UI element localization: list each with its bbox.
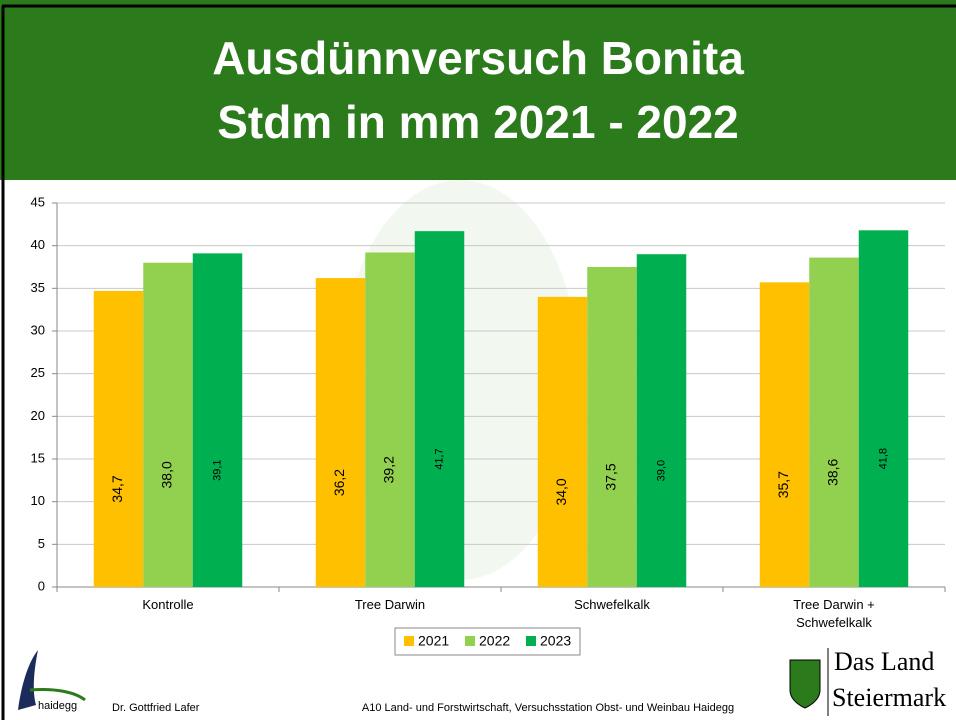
- legend-label: 2022: [479, 633, 510, 649]
- bar: [193, 253, 243, 587]
- value-label: 34,7: [109, 475, 125, 502]
- bar: [538, 297, 588, 587]
- value-label: 41,8: [877, 448, 889, 469]
- legend-swatch: [404, 636, 414, 646]
- bar: [859, 230, 909, 587]
- x-tick-label: Schwefelkalk: [537, 596, 687, 614]
- bar: [809, 258, 859, 587]
- legend-label: 2021: [418, 633, 449, 649]
- y-tick-label: 15: [31, 450, 45, 465]
- x-tick-label: Tree Darwin + Schwefelkalk: [759, 596, 909, 632]
- y-tick-label: 0: [38, 578, 45, 593]
- value-label: 39,0: [655, 460, 667, 481]
- y-tick-label: 10: [31, 493, 45, 508]
- logo-swoosh: [30, 689, 85, 700]
- y-tick-label: 35: [31, 280, 45, 295]
- legend-swatch: [465, 636, 475, 646]
- value-label: 38,6: [825, 458, 841, 485]
- y-tick-label: 30: [31, 322, 45, 337]
- brand-line: Das Land: [834, 647, 934, 676]
- logo-leaf: [18, 650, 38, 710]
- bar: [143, 263, 193, 587]
- bar: [365, 252, 415, 587]
- brand-line: Steiermark: [832, 683, 946, 712]
- value-label: 38,0: [159, 461, 175, 488]
- header-band: [0, 0, 956, 180]
- x-tick-label: Kontrolle: [93, 596, 243, 614]
- legend-label: 2023: [540, 633, 571, 649]
- y-tick-label: 40: [31, 237, 45, 252]
- value-label: 39,1: [211, 459, 223, 480]
- y-tick-label: 20: [31, 408, 45, 423]
- institution: A10 Land- und Forstwirtschaft, Versuchss…: [362, 702, 734, 714]
- bar: [760, 282, 810, 587]
- legend-swatch: [526, 636, 536, 646]
- value-label: 41,7: [433, 448, 445, 469]
- value-label: 39,2: [381, 456, 397, 483]
- y-tick-label: 25: [31, 365, 45, 380]
- value-label: 36,2: [331, 469, 347, 496]
- bar: [316, 278, 366, 587]
- value-label: 34,0: [553, 478, 569, 505]
- chart-title: Ausdünnversuch Bonita: [212, 32, 744, 84]
- bar: [637, 254, 687, 587]
- chart-subtitle: Stdm in mm 2021 - 2022: [217, 96, 739, 148]
- logo-text: haidegg: [38, 700, 77, 712]
- value-label: 37,5: [603, 463, 619, 490]
- y-tick-label: 5: [38, 536, 45, 551]
- y-tick-label: 45: [31, 194, 45, 209]
- bar: [587, 267, 637, 587]
- x-tick-label: Tree Darwin: [315, 596, 465, 614]
- value-label: 35,7: [775, 471, 791, 498]
- slide: Ausdünnversuch Bonita Stdm in mm 2021 - …: [0, 0, 956, 720]
- bar: [415, 231, 465, 587]
- bar: [94, 291, 144, 587]
- author: Dr. Gottfried Lafer: [112, 702, 200, 714]
- coat-of-arms: [790, 660, 820, 708]
